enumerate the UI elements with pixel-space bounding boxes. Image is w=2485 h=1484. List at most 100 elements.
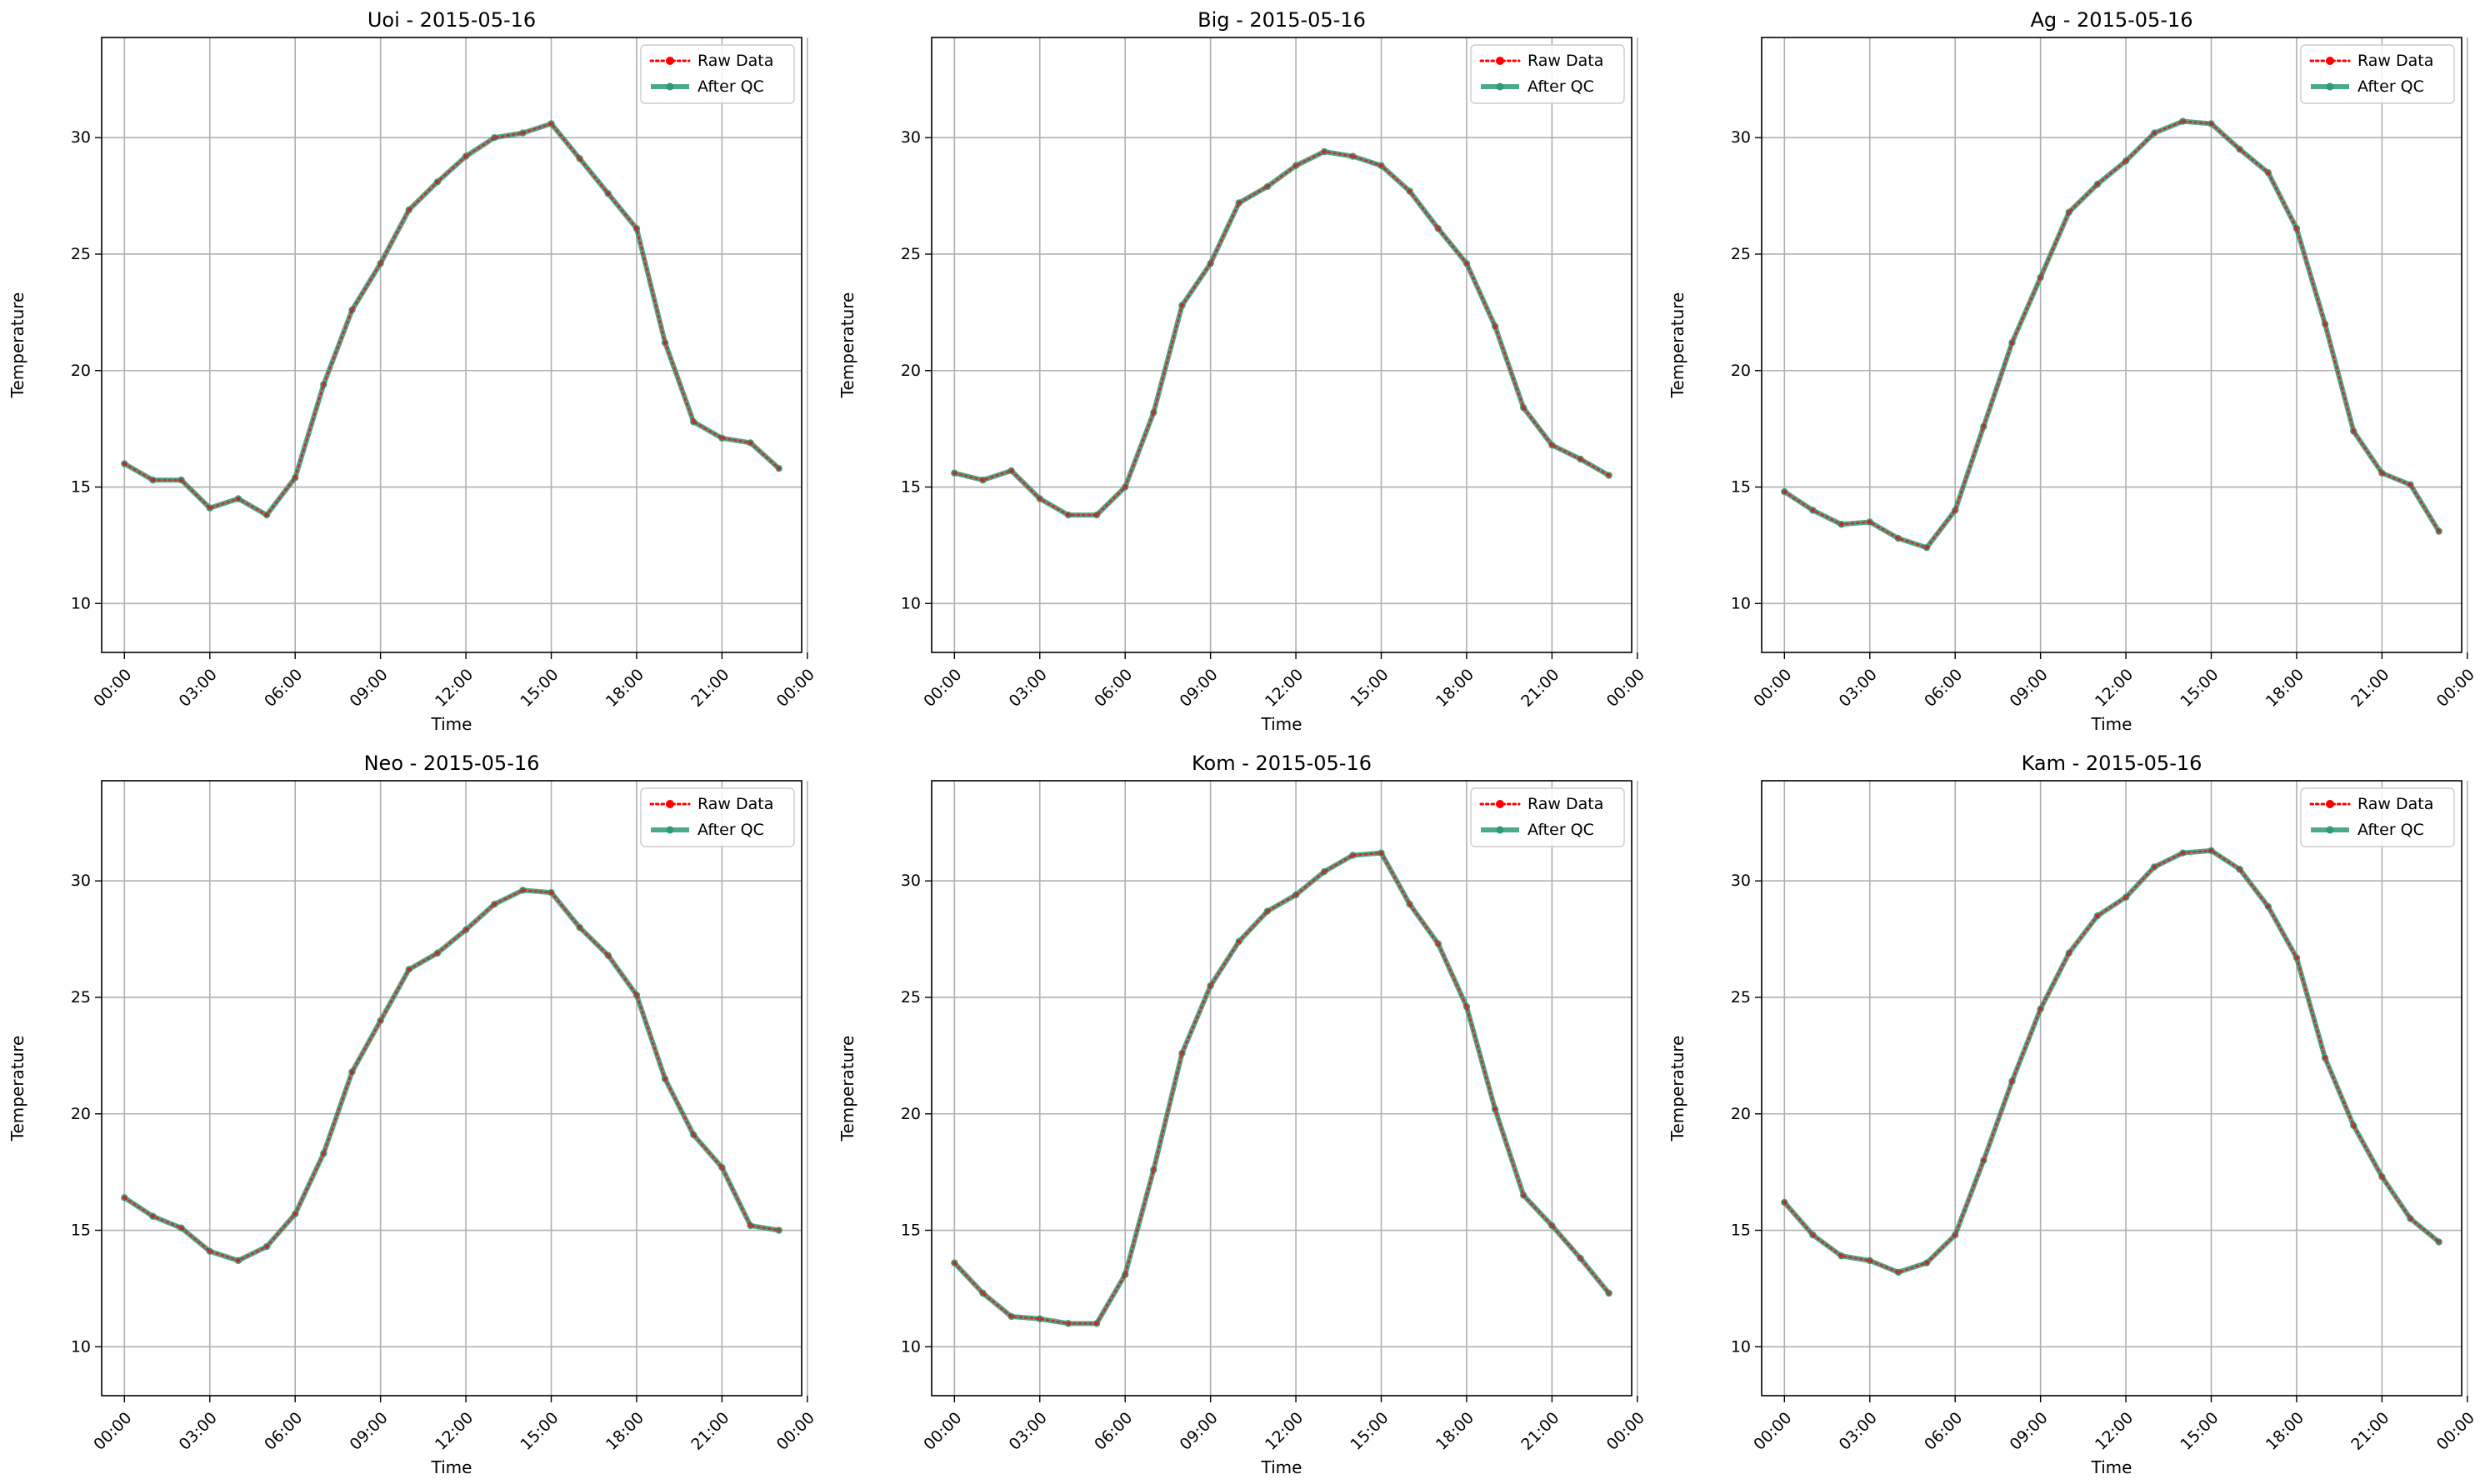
data-point-raw-data	[577, 925, 582, 930]
data-point-raw-data	[520, 130, 526, 136]
subplot-4: 00:00 03:00 06:00 09:00 12:00 15:00 18:00 21:00…	[8, 752, 818, 1477]
series-after-qc	[951, 147, 1612, 519]
data-point-raw-data	[2351, 428, 2357, 434]
x-tick-label: 00:00	[920, 1409, 965, 1454]
x-tick-label: 18:00	[1432, 1409, 1478, 1454]
legend: Raw Data After QC	[640, 44, 795, 104]
y-tick-label: 20	[71, 1105, 91, 1123]
series-line-after-qc	[122, 121, 782, 518]
series-line-after-qc	[1782, 847, 2442, 1275]
data-point-raw-data	[435, 951, 440, 956]
x-tick-label: 18:00	[1432, 666, 1478, 711]
y-tick-label: 30	[71, 872, 91, 890]
data-point-raw-data	[1464, 1004, 1469, 1009]
data-point-raw-data	[1066, 512, 1071, 517]
data-point-raw-data	[2379, 470, 2385, 476]
series-line-raw-data	[1783, 120, 2440, 549]
x-tick-label: 21:00	[688, 666, 732, 711]
data-point-raw-data	[236, 496, 241, 502]
y-tick-label: 30	[901, 872, 921, 890]
y-tick-label: 25	[1731, 245, 1751, 263]
x-tick-label: 06:00	[1091, 1409, 1136, 1454]
data-point-raw-data	[2408, 1216, 2413, 1222]
x-tick-label: 00:00	[1603, 666, 1648, 711]
data-point-raw-data	[1122, 484, 1128, 490]
series-raw-data	[1782, 848, 2442, 1275]
data-point-raw-data	[2379, 1174, 2385, 1180]
y-tick-label: 10	[901, 1337, 921, 1356]
data-point-raw-data	[662, 1077, 668, 1082]
data-point-raw-data	[952, 470, 958, 476]
data-point-raw-data	[1578, 1256, 1583, 1261]
data-point-raw-data	[634, 992, 639, 997]
data-point-raw-data	[2180, 118, 2186, 124]
data-point-raw-data	[150, 477, 156, 482]
legend-label-raw-data: Raw Data	[2358, 795, 2433, 813]
legend: Raw Data After QC	[1470, 787, 1625, 847]
series-after-qc	[121, 887, 782, 1265]
data-point-raw-data	[1208, 261, 1213, 266]
data-point-raw-data	[1265, 184, 1270, 189]
data-point-raw-data	[1867, 1258, 1872, 1263]
data-point-raw-data	[1094, 512, 1099, 517]
x-tick-label: 03:00	[176, 1409, 221, 1454]
x-tick-label: 18:00	[602, 666, 648, 711]
y-tick-label: 30	[1731, 128, 1751, 147]
series-after-qc	[121, 120, 782, 519]
x-tick-label: 03:00	[1006, 666, 1051, 711]
data-point-raw-data	[548, 890, 554, 895]
y-tick-label: 15	[1731, 478, 1751, 497]
legend: Raw Data After QC	[2300, 44, 2455, 104]
data-point-raw-data	[435, 179, 440, 185]
data-point-raw-data	[2237, 867, 2242, 872]
legend-marker-raw-data	[1496, 57, 1504, 65]
series-line-after-qc	[952, 148, 1612, 518]
x-tick-label: 18:00	[602, 1409, 648, 1454]
legend-label-raw-data: Raw Data	[698, 795, 773, 813]
y-axis-label: Temperature	[838, 292, 858, 399]
x-tick-label: 12:00	[432, 666, 477, 711]
x-axis-label: Time	[2091, 714, 2132, 734]
x-tick-label: 12:00	[2092, 666, 2137, 711]
y-tick-label: 20	[901, 362, 921, 380]
x-tick-label: 03:00	[176, 666, 221, 711]
data-point-raw-data	[606, 952, 611, 958]
x-tick-label: 12:00	[2092, 1409, 2137, 1454]
data-point-raw-data	[1521, 1192, 1527, 1198]
data-point-raw-data	[1838, 1253, 1844, 1259]
series-after-qc	[1781, 847, 2442, 1277]
y-tick-label: 10	[1731, 594, 1751, 612]
data-point-raw-data	[1293, 162, 1298, 168]
legend-label-after-qc: After QC	[1528, 821, 1594, 839]
series-after-qc	[951, 849, 1612, 1327]
legend-marker-raw-data	[666, 800, 674, 808]
x-tick-label: 15:00	[2177, 1409, 2222, 1454]
legend: Raw Data After QC	[1470, 44, 1625, 104]
legend-marker-after-qc	[666, 82, 674, 91]
series-line-after-qc	[122, 887, 782, 1263]
legend: Raw Data After QC	[640, 787, 795, 847]
y-tick-label: 10	[71, 594, 91, 612]
subplot-1: 00:00 03:00 06:00 09:00 12:00 15:00 18:00 21:00…	[8, 8, 818, 734]
y-axis-label: Temperature	[1668, 292, 1688, 399]
data-point-raw-data	[1008, 468, 1014, 473]
x-tick-label: 06:00	[1091, 666, 1136, 711]
data-point-raw-data	[2294, 226, 2299, 232]
data-point-raw-data	[2152, 864, 2158, 870]
x-tick-label: 09:00	[347, 666, 392, 711]
data-point-raw-data	[548, 121, 554, 127]
x-tick-label: 00:00	[90, 666, 135, 711]
data-point-after-qc	[775, 1227, 782, 1234]
data-point-raw-data	[2009, 340, 2015, 346]
data-point-raw-data	[952, 1260, 958, 1266]
data-point-raw-data	[264, 512, 269, 517]
y-tick-label: 10	[901, 594, 921, 612]
x-tick-label: 15:00	[1347, 666, 1392, 711]
y-tick-label: 25	[1731, 988, 1751, 1007]
data-point-raw-data	[321, 1151, 327, 1157]
x-tick-label: 00:00	[773, 666, 818, 711]
legend-label-raw-data: Raw Data	[1528, 52, 1603, 70]
y-tick-label: 20	[901, 1105, 921, 1123]
legend-label-raw-data: Raw Data	[1528, 795, 1603, 813]
x-tick-label: 15:00	[517, 1409, 562, 1454]
